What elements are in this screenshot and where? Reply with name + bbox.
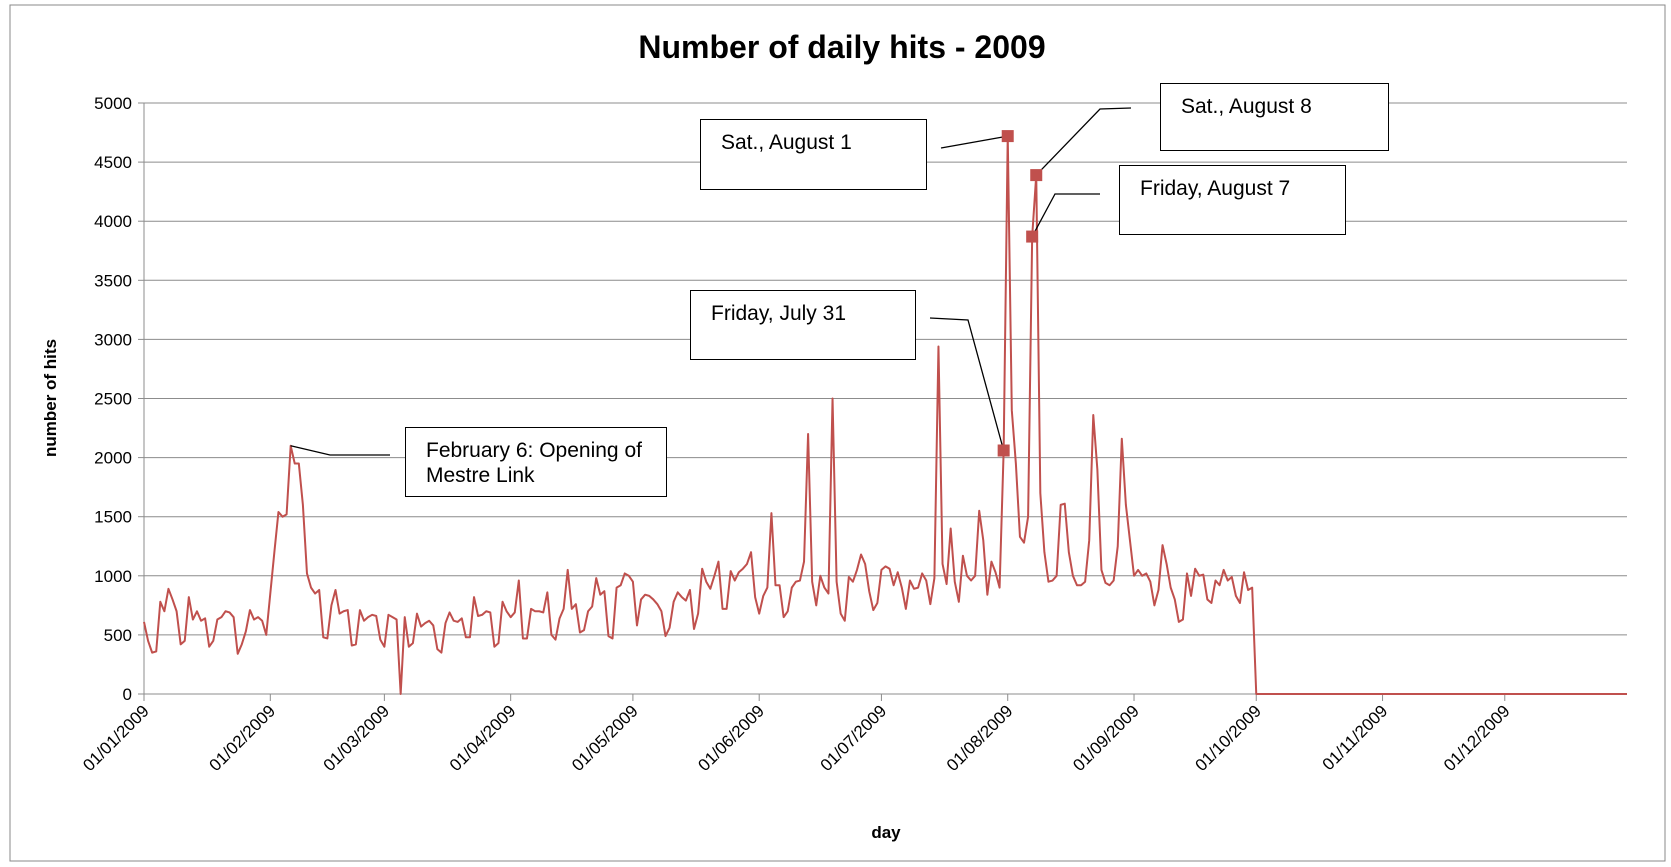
y-tick-label: 3000 — [94, 330, 132, 349]
annotation: Sat., August 8 — [1160, 83, 1389, 151]
y-tick-label: 3500 — [94, 271, 132, 290]
leader-line — [1031, 193, 1100, 237]
annotation: February 6: Opening of Mestre Link — [405, 427, 667, 497]
annotation: Sat., August 1 — [700, 119, 927, 190]
annotation: Friday, July 31 — [690, 290, 916, 360]
y-tick-label: 1500 — [94, 508, 132, 527]
y-tick-label: 500 — [104, 626, 132, 645]
annotation: Friday, August 7 — [1119, 165, 1346, 235]
leader-line — [940, 135, 1008, 149]
y-tick-label: 2000 — [94, 449, 132, 468]
y-tick-label: 0 — [123, 685, 132, 704]
point-marker — [997, 444, 1010, 457]
y-tick-label: 1000 — [94, 567, 132, 586]
leader-line — [1035, 107, 1132, 176]
y-tick-label: 2500 — [94, 390, 132, 409]
y-tick-label: 4500 — [94, 153, 132, 172]
x-axis-label: day — [871, 823, 901, 842]
leader-line — [290, 445, 390, 456]
chart-title: Number of daily hits - 2009 — [638, 29, 1045, 65]
leader-line — [929, 317, 1005, 451]
y-tick-label: 4000 — [94, 212, 132, 231]
y-tick-label: 5000 — [94, 94, 132, 113]
y-axis-label: number of hits — [41, 339, 60, 457]
point-marker — [1001, 130, 1014, 143]
data-line — [143, 135, 1627, 695]
point-marker — [1026, 230, 1039, 243]
point-marker — [1030, 169, 1043, 182]
